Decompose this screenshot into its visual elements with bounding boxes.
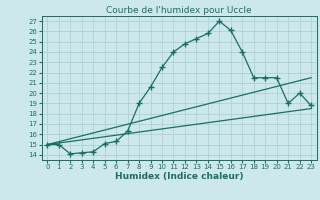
X-axis label: Humidex (Indice chaleur): Humidex (Indice chaleur) — [115, 172, 244, 181]
Title: Courbe de l'humidex pour Uccle: Courbe de l'humidex pour Uccle — [106, 6, 252, 15]
